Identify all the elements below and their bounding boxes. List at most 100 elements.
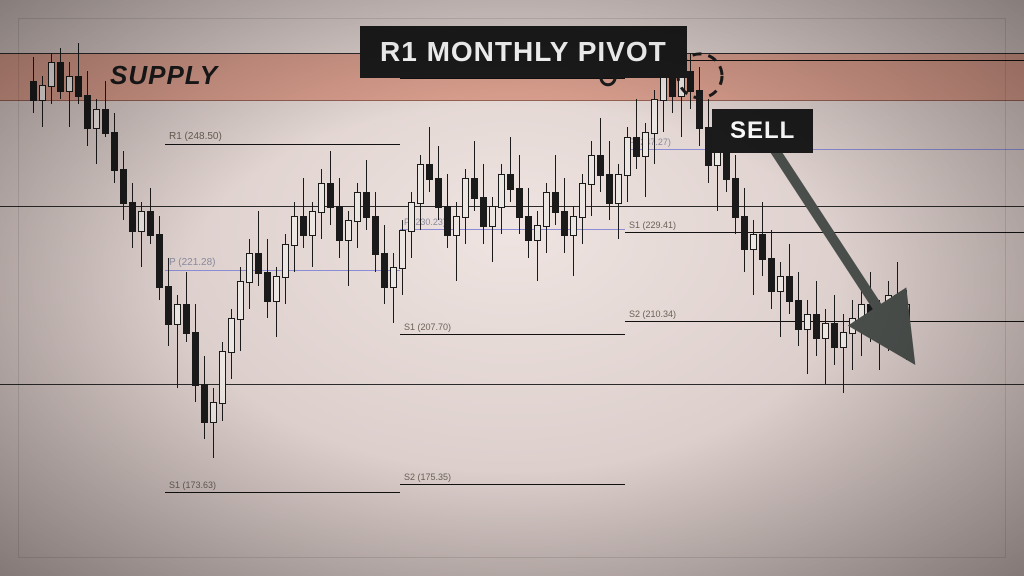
candle-body: [579, 183, 586, 218]
candle-wick: [906, 290, 907, 360]
candle-body: [327, 183, 334, 208]
candle-body: [165, 286, 172, 325]
candle-body: [408, 202, 415, 232]
candle-body: [696, 90, 703, 129]
candle-body: [435, 178, 442, 208]
candle-body: [750, 234, 757, 250]
candle-wick: [555, 155, 556, 225]
candle-body: [426, 164, 433, 180]
candle-wick: [843, 314, 844, 393]
candle-body: [48, 62, 55, 87]
candle-wick: [258, 211, 259, 286]
candle-wick: [69, 62, 70, 127]
candle-body: [264, 272, 271, 302]
candle-body: [39, 85, 46, 101]
candle-body: [318, 183, 325, 213]
candle-body: [777, 276, 784, 292]
candle-body: [354, 192, 361, 222]
pivot-label: S1 (173.63): [169, 480, 216, 490]
candle-wick: [807, 300, 808, 375]
candle-body: [606, 174, 613, 204]
pivot-line: [400, 229, 625, 230]
candle-body: [552, 192, 559, 213]
candle-wick: [393, 253, 394, 323]
candle-body: [471, 178, 478, 199]
pivot-line: [400, 484, 625, 485]
candle-wick: [42, 76, 43, 127]
candle-body: [741, 216, 748, 251]
pivot-line: [165, 144, 400, 145]
pivot-line: [165, 492, 400, 493]
candle-body: [138, 211, 145, 232]
candle-body: [129, 202, 136, 232]
candle-body: [597, 155, 604, 176]
candle-wick: [474, 141, 475, 211]
candle-body: [462, 178, 469, 217]
candle-body: [480, 197, 487, 227]
candle-body: [201, 384, 208, 423]
chart-stage: SUPPLY R1 (262.60)R1 (266.34)R1 (248.50)…: [0, 0, 1024, 576]
candle-wick: [852, 300, 853, 370]
candle-wick: [429, 127, 430, 192]
candle-wick: [636, 99, 637, 169]
candle-body: [831, 323, 838, 348]
candle-body: [300, 216, 307, 237]
candle-body: [84, 95, 91, 130]
candle-body: [516, 188, 523, 218]
candle-body: [390, 267, 397, 288]
candle-wick: [753, 220, 754, 295]
candle-body: [381, 253, 388, 288]
candle-wick: [213, 388, 214, 458]
candle-body: [372, 216, 379, 255]
sell-callout: SELL: [712, 109, 813, 153]
candle-body: [543, 192, 550, 227]
candle-body: [237, 281, 244, 320]
candle-body: [642, 132, 649, 157]
candle-body: [705, 127, 712, 166]
candle-wick: [510, 137, 511, 202]
candle-body: [660, 76, 667, 101]
candle-body: [687, 71, 694, 92]
candle-body: [840, 332, 847, 348]
candle-body: [66, 76, 73, 92]
candle-wick: [537, 211, 538, 281]
candle-body: [453, 216, 460, 237]
candle-body: [813, 314, 820, 339]
candle-body: [111, 132, 118, 171]
candle-body: [75, 76, 82, 97]
candle-body: [228, 318, 235, 353]
candle-body: [633, 137, 640, 158]
candle-body: [282, 244, 289, 279]
candle-wick: [888, 281, 889, 351]
candle-body: [570, 216, 577, 237]
pivot-label: S2 (175.35): [404, 472, 451, 482]
candle-body: [399, 230, 406, 269]
candle-body: [894, 295, 901, 320]
candle-body: [903, 304, 910, 320]
candle-body: [174, 304, 181, 325]
candle-body: [561, 211, 568, 236]
pivot-label: S1 (207.70): [404, 322, 451, 332]
candle-body: [57, 62, 64, 92]
h-line: [0, 206, 1024, 207]
candle-body: [795, 300, 802, 330]
candle-body: [120, 169, 127, 204]
title-callout: R1 MONTHLY PIVOT: [360, 26, 687, 78]
candle-body: [444, 206, 451, 236]
candle-body: [624, 137, 631, 176]
candle-body: [669, 76, 676, 97]
candle-body: [588, 155, 595, 185]
candle-body: [102, 109, 109, 134]
pivot-label: S1 (229.41): [629, 220, 676, 230]
candle-wick: [303, 178, 304, 248]
candle-body: [30, 81, 37, 102]
candle-body: [732, 178, 739, 217]
candle-body: [651, 99, 658, 134]
candle-body: [885, 295, 892, 316]
candle-body: [192, 332, 199, 385]
candle-body: [786, 276, 793, 301]
candle-body: [525, 216, 532, 241]
pivot-label: R1 (248.50): [169, 131, 222, 142]
candle-body: [147, 211, 154, 236]
candle-body: [417, 164, 424, 203]
